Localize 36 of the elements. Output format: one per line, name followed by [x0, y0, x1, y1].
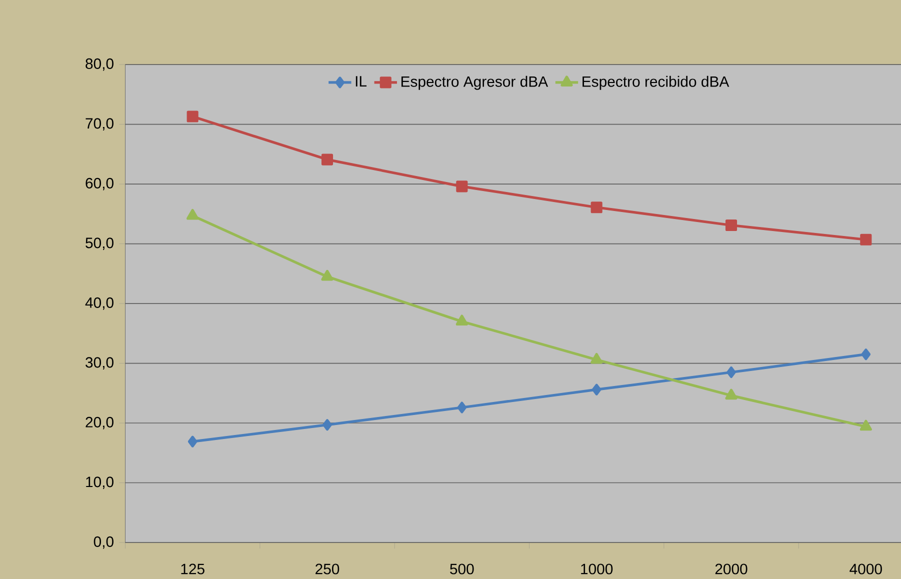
point	[186, 110, 198, 122]
x-tick-label: 1000	[581, 564, 613, 574]
y-tick-label: 20,0	[86, 416, 114, 430]
y-tick-label: 10,0	[86, 476, 114, 489]
y-tick-label: 40,0	[85, 297, 114, 310]
point	[590, 202, 602, 214]
point	[590, 352, 603, 364]
point	[861, 348, 871, 360]
y-tick-label: 70,0	[86, 118, 114, 130]
point	[322, 419, 332, 431]
legend-label: Espectro Agresor dBA	[401, 76, 548, 90]
point	[860, 420, 872, 431]
legend-label: Espectro recibido dBA	[582, 76, 730, 90]
y-tick-label: 60,0	[86, 178, 114, 190]
point	[592, 384, 602, 396]
point	[725, 219, 738, 232]
point	[321, 270, 334, 281]
x-tick-label: 500	[450, 564, 474, 574]
x-tick-label: 125	[181, 564, 204, 574]
y-tick-label: 30,0	[86, 357, 114, 370]
y-tick-label: 80,0	[86, 58, 114, 71]
y-tick-label: 50,0	[86, 238, 114, 250]
x-tick-label: 2000	[715, 564, 748, 574]
point	[456, 314, 468, 326]
point	[726, 366, 736, 378]
y-tick-label: 0,0	[94, 536, 114, 549]
point	[860, 234, 872, 246]
point	[188, 436, 198, 448]
point	[186, 208, 199, 220]
x-tick-label: 250	[316, 564, 340, 574]
point	[321, 154, 334, 166]
legend-label: IL	[356, 76, 367, 86]
point	[456, 180, 468, 192]
x-tick-label: 4000	[850, 564, 882, 574]
point	[457, 402, 467, 414]
point	[725, 388, 738, 400]
